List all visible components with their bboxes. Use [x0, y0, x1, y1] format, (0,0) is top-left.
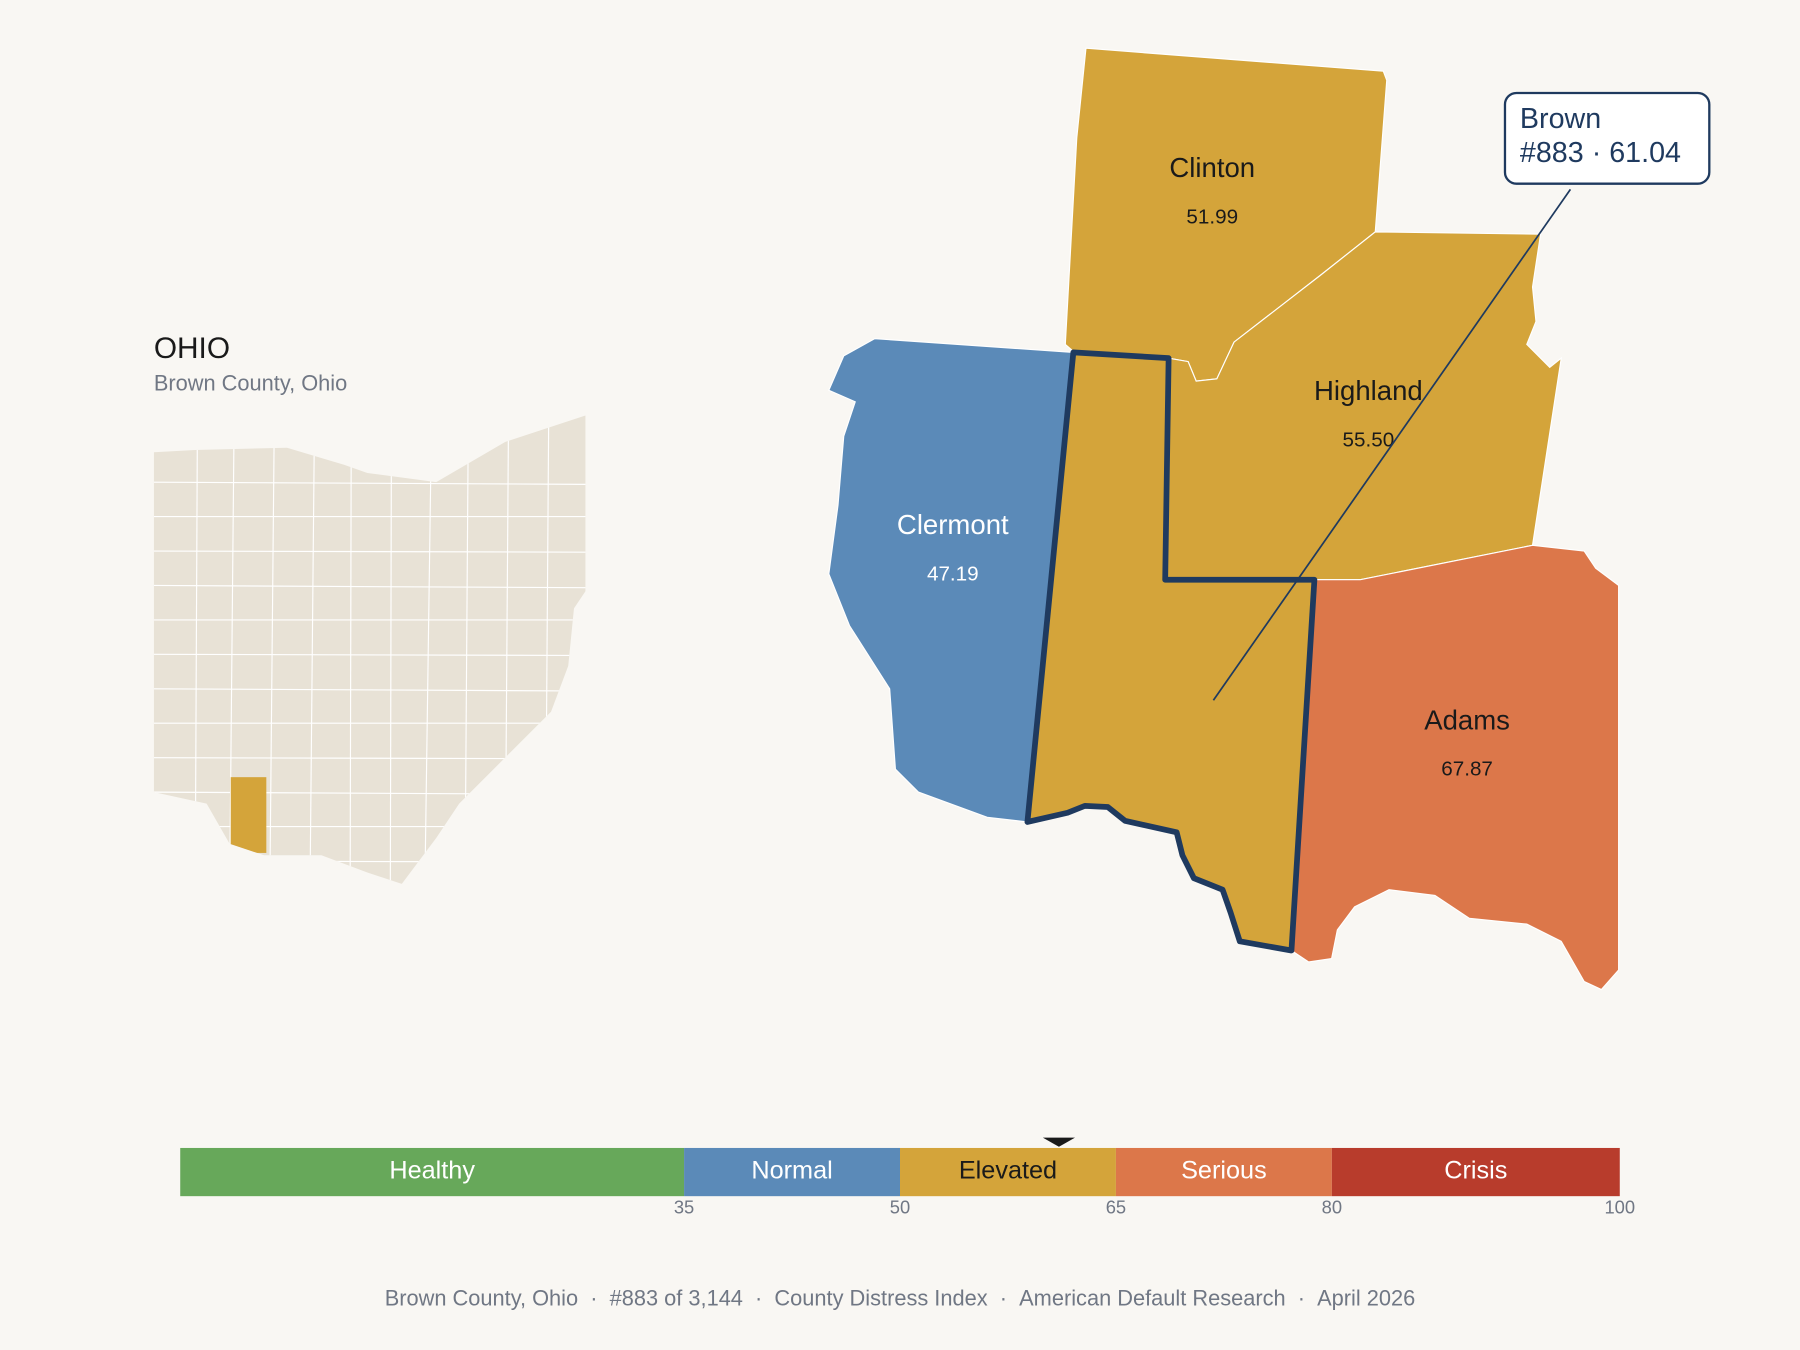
county-name: Highland: [1314, 375, 1423, 406]
county-value: 67.87: [1441, 758, 1493, 781]
scale-band: [1331, 1147, 1620, 1197]
callout-box: [1503, 91, 1711, 185]
callout-leader: [1212, 188, 1572, 701]
callout-part: #883: [1520, 136, 1584, 168]
footer-item: Brown County, Ohio: [385, 1285, 578, 1310]
footer-separator: ·: [743, 1285, 774, 1310]
scale-band: [684, 1147, 900, 1197]
county-border: [153, 688, 586, 692]
county-name: Adams: [1424, 704, 1510, 735]
callout-part: 61.04: [1601, 136, 1681, 168]
selected-county: [1024, 349, 1318, 954]
county-name: Clinton: [1169, 152, 1255, 183]
tick-label: 100: [1604, 1197, 1635, 1218]
callout-detail: #883 · 61.04: [1520, 136, 1681, 168]
highlight-county: [230, 777, 267, 853]
county-value: 55.50: [1343, 428, 1395, 451]
title: OHIO: [154, 332, 230, 365]
county-shape: [828, 338, 1074, 823]
subtitle: Brown County, Ohio: [154, 370, 347, 395]
county-shape: [1290, 544, 1620, 991]
footer-item: #883 of 3,144: [610, 1285, 743, 1310]
scale-band: [1115, 1147, 1332, 1197]
county-border: [153, 653, 586, 657]
footer-item: American Default Research: [1019, 1285, 1286, 1310]
score-marker: [1042, 1137, 1075, 1147]
footer: Brown County, Ohio · #883 of 3,144 · Cou…: [385, 1285, 1416, 1310]
band-label: Healthy: [389, 1157, 475, 1185]
callout-part: ·: [1584, 136, 1602, 168]
band-label: Normal: [751, 1157, 832, 1185]
county-value: 51.99: [1186, 206, 1238, 229]
band-label: Serious: [1181, 1157, 1267, 1185]
footer-separator: ·: [988, 1285, 1019, 1310]
callout-name: Brown: [1520, 103, 1601, 135]
scale-band: [180, 1147, 685, 1197]
tick-label: 50: [890, 1197, 910, 1218]
county-border: [389, 415, 393, 884]
band-label: Elevated: [959, 1157, 1057, 1185]
scale-band: [900, 1147, 1116, 1197]
county-map: Clinton 51.99 Highland 55.50 Clermont 47.19 Ad…: [828, 47, 1620, 991]
tick-label: 65: [1106, 1197, 1126, 1218]
county-border: [153, 550, 586, 553]
footer-separator: ·: [1286, 1285, 1317, 1310]
county-value: 47.19: [927, 563, 979, 586]
county-name: Clermont: [897, 509, 1009, 540]
footer-item: April 2026: [1317, 1285, 1415, 1310]
band-label: Crisis: [1444, 1157, 1507, 1185]
county-border: [153, 481, 586, 486]
tick-label: 35: [674, 1197, 694, 1218]
footer-separator: ·: [578, 1285, 609, 1310]
tick-label: 80: [1322, 1197, 1342, 1218]
footer-item: County Distress Index: [774, 1285, 987, 1310]
county-border: [424, 415, 433, 884]
county-border: [153, 584, 586, 589]
